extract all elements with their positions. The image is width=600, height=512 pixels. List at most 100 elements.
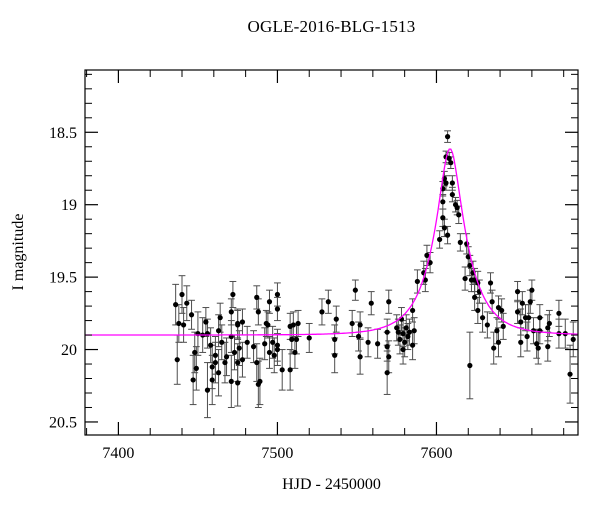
data-point — [262, 341, 268, 347]
data-point — [467, 362, 473, 369]
data-point — [235, 380, 241, 386]
y-tick-label: 19 — [61, 197, 77, 214]
data-point — [446, 155, 452, 161]
data-point — [215, 328, 222, 334]
data-point — [441, 225, 448, 231]
data-point — [254, 359, 260, 366]
data-point — [266, 299, 273, 305]
y-tick-label: 20 — [61, 342, 77, 359]
data-point — [514, 309, 521, 315]
data-point — [546, 320, 552, 327]
y-tick-label: 18.5 — [49, 125, 77, 142]
data-point — [265, 322, 271, 328]
data-point — [386, 354, 392, 360]
data-point — [239, 357, 246, 363]
data-point — [332, 352, 338, 358]
data-point — [174, 357, 180, 363]
data-point — [289, 336, 295, 343]
data-point — [357, 354, 363, 360]
data-point — [375, 341, 381, 347]
data-point — [443, 180, 449, 186]
data-point — [545, 325, 551, 331]
data-point — [454, 204, 460, 211]
data-point — [384, 344, 390, 350]
data-point — [462, 275, 468, 282]
data-point — [212, 359, 219, 366]
y-tick-label: 19.5 — [49, 270, 77, 287]
x-tick-label: 7600 — [420, 445, 452, 462]
data-point — [274, 291, 281, 298]
data-point — [472, 294, 478, 301]
data-point — [235, 359, 241, 366]
data-point — [402, 339, 408, 345]
data-point — [537, 315, 543, 321]
data-point — [386, 299, 392, 305]
data-point — [292, 349, 298, 356]
data-point — [489, 299, 495, 305]
data-point — [254, 294, 260, 301]
data-point — [228, 378, 234, 385]
data-point — [295, 320, 301, 327]
data-point — [215, 370, 222, 376]
data-point — [217, 315, 223, 321]
data-point — [239, 319, 246, 325]
data-point — [556, 310, 562, 316]
data-point — [236, 345, 242, 351]
data-point — [325, 299, 331, 305]
data-point — [266, 349, 273, 356]
data-point — [479, 315, 486, 321]
data-point — [332, 336, 338, 343]
data-point — [440, 199, 446, 205]
data-point — [250, 344, 257, 350]
data-point — [257, 378, 263, 385]
data-point — [270, 339, 276, 345]
data-point — [209, 364, 215, 370]
data-point — [287, 367, 293, 373]
data-point — [190, 377, 196, 383]
data-point — [333, 316, 339, 322]
data-point — [514, 289, 521, 295]
data-point — [192, 349, 198, 356]
data-point — [524, 333, 530, 340]
data-point — [526, 315, 532, 321]
data-point — [357, 322, 363, 328]
data-point — [230, 291, 236, 298]
data-point — [475, 307, 481, 314]
x-axis-label: HJD - 2450000 — [282, 476, 381, 493]
data-point — [181, 322, 187, 328]
data-point — [188, 312, 195, 318]
data-point — [456, 212, 462, 218]
data-point — [449, 191, 455, 198]
data-point — [424, 252, 430, 258]
data-point — [255, 309, 261, 315]
data-point — [410, 342, 416, 348]
chart-title: OGLE-2016-BLG-1513 — [247, 17, 416, 36]
data-point — [208, 342, 214, 348]
data-point — [222, 359, 228, 366]
data-point — [173, 302, 179, 308]
data-point — [209, 377, 215, 383]
x-tick-label: 7500 — [261, 445, 293, 462]
data-point — [414, 278, 420, 285]
model-curve — [85, 148, 578, 336]
data-point — [494, 328, 500, 334]
data-point — [534, 341, 540, 347]
data-point — [244, 339, 250, 345]
data-point — [384, 329, 390, 335]
data-point — [467, 262, 473, 269]
data-point — [223, 354, 230, 360]
data-point — [518, 339, 524, 345]
data-point — [495, 339, 502, 345]
data-point — [365, 339, 371, 345]
axis-frame — [84, 69, 579, 436]
data-point — [293, 336, 300, 343]
data-point — [397, 336, 403, 343]
data-point — [274, 306, 281, 312]
data-point — [444, 134, 451, 140]
data-point — [500, 323, 506, 329]
data-point — [545, 344, 551, 350]
data-point — [368, 300, 374, 306]
data-point — [400, 346, 406, 353]
data-point — [448, 160, 454, 166]
data-point — [193, 365, 199, 371]
